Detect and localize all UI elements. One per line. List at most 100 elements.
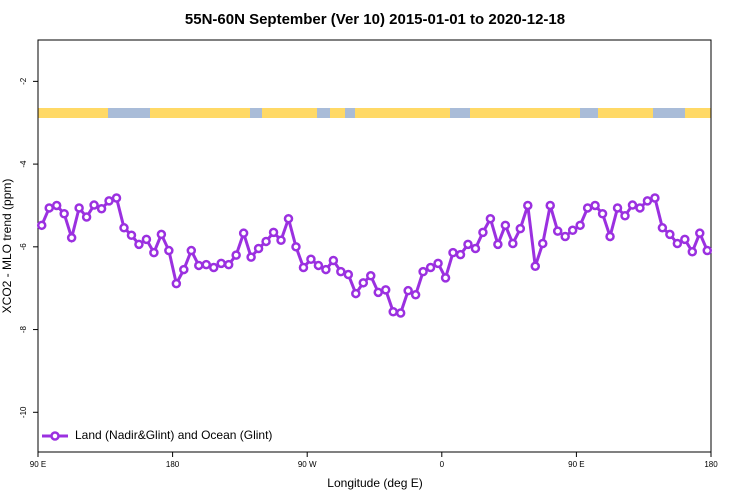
data-point bbox=[508, 238, 518, 249]
y-tick-label: -4 bbox=[19, 160, 28, 168]
data-point bbox=[605, 231, 615, 242]
data-point bbox=[650, 193, 660, 203]
data-point bbox=[493, 239, 503, 250]
data-point bbox=[283, 213, 294, 224]
data-point bbox=[612, 203, 623, 213]
data-point bbox=[149, 247, 159, 258]
data-point bbox=[313, 260, 324, 271]
data-point bbox=[642, 196, 653, 206]
plot-frame bbox=[37, 39, 712, 453]
data-point bbox=[261, 236, 271, 247]
data-point bbox=[351, 288, 361, 299]
data-point bbox=[201, 259, 211, 270]
data-point bbox=[216, 258, 226, 269]
data-point bbox=[51, 200, 62, 211]
data-point bbox=[186, 245, 197, 256]
data-point bbox=[96, 204, 107, 214]
data-point bbox=[560, 231, 570, 242]
x-tick-label: 0 bbox=[440, 460, 445, 469]
chart-title: 55N-60N September (Ver 10) 2015-01-01 to… bbox=[185, 11, 565, 28]
data-point bbox=[448, 247, 458, 258]
data-point bbox=[485, 213, 496, 224]
data-point bbox=[156, 229, 167, 240]
data-point bbox=[500, 220, 511, 231]
data-point bbox=[575, 220, 585, 231]
data-point bbox=[291, 242, 301, 252]
data-point bbox=[620, 211, 630, 221]
data-point bbox=[410, 290, 421, 300]
x-tick-label: 90 E bbox=[568, 460, 584, 469]
data-point bbox=[111, 193, 122, 203]
y-axis-label: XCO2 - MLO trend (ppm) bbox=[0, 179, 14, 314]
y-tick-label: -6 bbox=[19, 243, 28, 251]
x-tick-label: 180 bbox=[704, 460, 718, 469]
data-point bbox=[126, 230, 137, 240]
data-point bbox=[455, 249, 466, 260]
data-point bbox=[104, 196, 114, 206]
data-point bbox=[695, 228, 705, 238]
data-point bbox=[336, 266, 346, 277]
data-point bbox=[463, 239, 473, 250]
x-axis-label: Longitude (deg E) bbox=[327, 476, 422, 490]
data-point bbox=[388, 307, 398, 317]
data-point bbox=[590, 200, 600, 211]
y-tick-label: -10 bbox=[19, 406, 28, 418]
legend-marker bbox=[50, 431, 60, 441]
data-point bbox=[238, 228, 249, 238]
data-point bbox=[74, 203, 84, 213]
data-point bbox=[164, 245, 174, 256]
data-point bbox=[582, 203, 593, 213]
data-point bbox=[298, 262, 309, 273]
data-point bbox=[134, 239, 144, 250]
x-tick-label: 90 W bbox=[298, 460, 317, 469]
data-point bbox=[567, 225, 578, 236]
land-ocean-strip bbox=[38, 108, 711, 118]
data-point bbox=[657, 223, 668, 233]
data-point bbox=[358, 278, 369, 288]
data-point bbox=[373, 287, 383, 298]
data-point bbox=[223, 259, 234, 270]
data-point bbox=[530, 261, 541, 272]
data-point bbox=[171, 278, 182, 289]
data-point bbox=[208, 262, 219, 273]
series-line bbox=[40, 196, 709, 315]
data-point bbox=[328, 255, 339, 266]
data-point bbox=[635, 203, 645, 213]
data-point bbox=[194, 260, 204, 271]
data-point bbox=[276, 235, 286, 245]
x-tick-label: 90 E bbox=[30, 460, 46, 469]
data-point bbox=[418, 266, 428, 277]
data-point bbox=[119, 223, 129, 233]
data-point bbox=[523, 200, 533, 211]
data-point bbox=[403, 285, 413, 296]
data-point bbox=[343, 269, 354, 280]
data-point bbox=[552, 226, 563, 236]
data-point bbox=[395, 308, 406, 318]
data-point bbox=[687, 247, 698, 257]
data-point bbox=[141, 234, 152, 245]
data-point bbox=[380, 285, 391, 295]
data-point bbox=[425, 262, 436, 273]
data-point bbox=[44, 203, 54, 213]
data-point bbox=[627, 200, 638, 210]
data-point bbox=[538, 238, 548, 249]
data-point bbox=[246, 252, 256, 262]
data-point bbox=[66, 232, 77, 243]
data-point bbox=[268, 227, 279, 238]
data-point bbox=[470, 243, 481, 254]
data-point bbox=[321, 264, 331, 275]
data-point bbox=[680, 234, 690, 245]
y-tick-label: -2 bbox=[19, 77, 28, 85]
data-point bbox=[306, 254, 316, 264]
data-point bbox=[702, 245, 713, 256]
data-point bbox=[478, 227, 488, 238]
data-point bbox=[59, 208, 69, 219]
data-point bbox=[545, 200, 555, 211]
x-tick-label: 180 bbox=[166, 460, 180, 469]
data-point bbox=[672, 238, 683, 249]
data-point bbox=[89, 200, 99, 210]
data-point bbox=[231, 250, 241, 260]
data-point bbox=[36, 220, 47, 231]
data-point bbox=[515, 223, 526, 234]
